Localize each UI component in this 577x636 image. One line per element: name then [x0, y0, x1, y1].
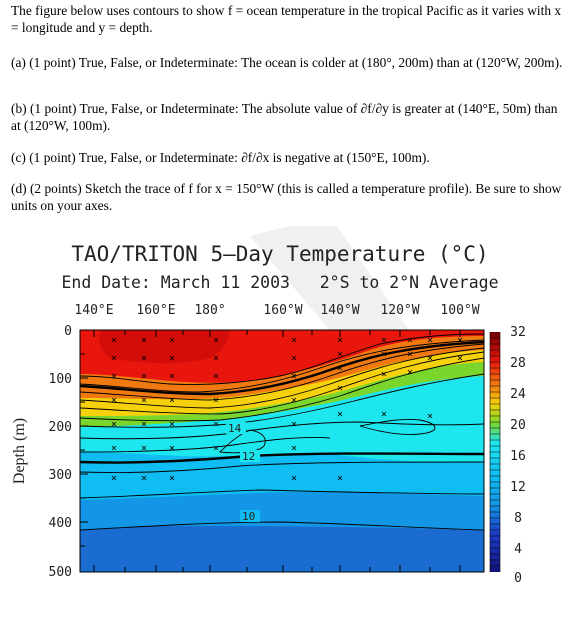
colorbar-label: 12	[510, 480, 526, 495]
y-tick-label: 400	[49, 516, 72, 531]
x-tick-label: 140°W	[320, 303, 359, 318]
x-tick-label: 120°W	[380, 303, 419, 318]
x-tick-label: 160°W	[263, 303, 302, 318]
question-part-a: (a) (1 point) True, False, or Indetermin…	[11, 55, 563, 70]
colorbar-label: 24	[510, 387, 526, 402]
question-part-c: (c) (1 point) True, False, or Indetermin…	[11, 150, 430, 165]
figure-subtitle: End Date: March 11 2003 2°S to 2°N Avera…	[61, 273, 498, 292]
x-tick-label: 160°E	[136, 303, 175, 318]
colorbar-ticks	[489, 332, 501, 572]
figure-title: TAO/TRITON 5–Day Temperature (°C)	[71, 242, 488, 266]
axis-ticks	[80, 330, 461, 572]
y-tick-label: 500	[49, 565, 72, 580]
x-tick-label: 180°	[194, 303, 225, 318]
contour-lines	[80, 333, 484, 531]
colorbar-label: 20	[510, 418, 526, 433]
colorbar-label: 32	[510, 325, 526, 340]
y-axis-label: Depth (m)	[11, 418, 28, 484]
colorbar-label: 4	[514, 542, 522, 557]
sensor-marks	[111, 337, 463, 481]
dark-red-core	[99, 330, 230, 364]
question-intro: The figure below uses contours to show f…	[11, 3, 562, 35]
colorbar-label: 16	[510, 449, 526, 464]
x-tick-label: 100°W	[440, 303, 479, 318]
y-tick-label: 0	[64, 324, 72, 339]
y-tick-label: 100	[49, 372, 72, 387]
contour-label: 14	[228, 422, 242, 435]
colorbar-label: 8	[514, 511, 522, 526]
contour-plot: 14 12 10	[80, 330, 484, 572]
contour-value-labels: 14 12 10	[226, 422, 260, 523]
colorbar-label: 28	[510, 356, 526, 371]
x-tick-label: 140°E	[74, 303, 113, 318]
plot-frame	[79, 329, 485, 573]
temperature-section-figure: TAO/TRITON 5–Day Temperature (°C) End Da…	[11, 226, 526, 586]
y-tick-label: 200	[49, 420, 72, 435]
colorbar-label: 0	[514, 571, 522, 586]
contour-label: 12	[242, 450, 255, 463]
question-part-b: (b) (1 point) True, False, or Indetermin…	[11, 101, 558, 133]
y-tick-label: 300	[49, 468, 72, 483]
question-part-d: (d) (2 points) Sketch the trace of f for…	[11, 181, 562, 213]
contour-label: 10	[242, 510, 255, 523]
